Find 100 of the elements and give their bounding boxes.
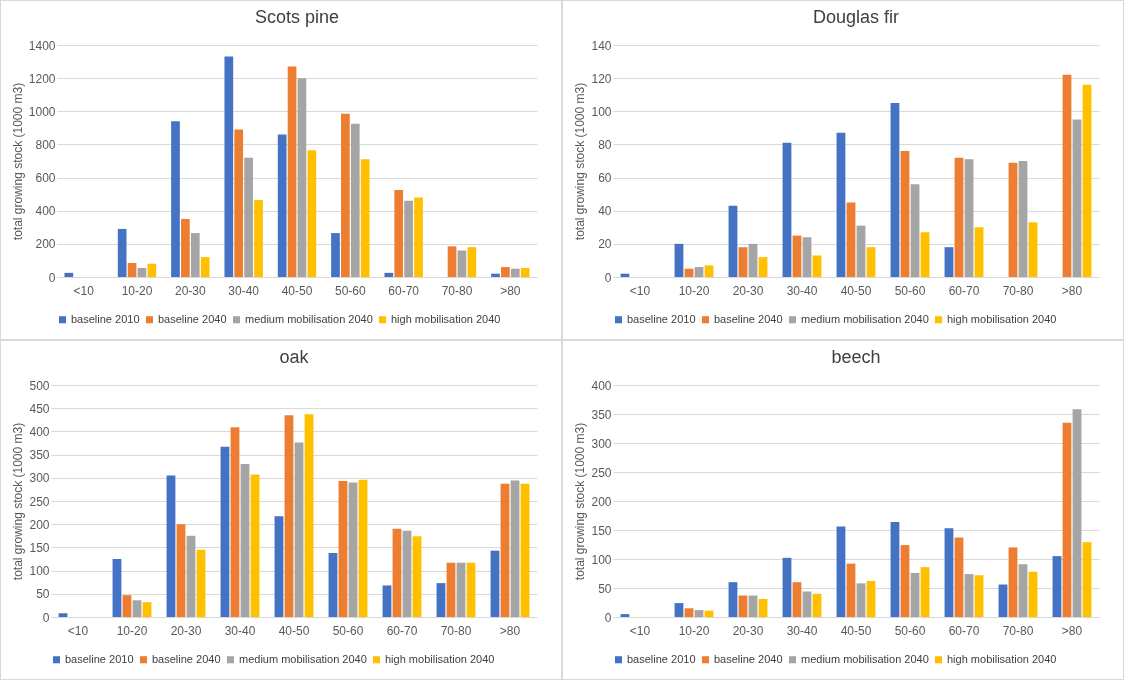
bar xyxy=(307,150,317,277)
x-tick-label: 10-20 xyxy=(121,283,153,298)
bar xyxy=(758,257,768,277)
legend-label: baseline 2040 xyxy=(152,652,221,665)
bar xyxy=(846,563,856,617)
bar xyxy=(456,562,466,617)
y-tick-label: 200 xyxy=(29,517,50,532)
bar xyxy=(240,463,250,617)
bar xyxy=(866,247,876,277)
x-tick-label: >80 xyxy=(499,623,521,638)
legend-label: baseline 2010 xyxy=(71,312,140,325)
bar xyxy=(122,595,132,617)
chart-title: beech xyxy=(831,347,881,367)
bar xyxy=(284,415,294,617)
x-tick-label: 30-40 xyxy=(228,283,260,298)
y-tick-label: 120 xyxy=(591,71,612,86)
y-tick-label: 0 xyxy=(42,610,50,625)
bar xyxy=(812,255,822,277)
bar xyxy=(176,524,186,617)
y-tick-label: 500 xyxy=(29,378,50,393)
bar xyxy=(297,78,307,277)
legend-label: medium mobilisation 2040 xyxy=(239,652,367,665)
chart-title: oak xyxy=(279,347,310,367)
bar xyxy=(127,262,137,277)
y-tick-label: 200 xyxy=(35,237,56,252)
bar xyxy=(920,232,930,277)
y-tick-label: 100 xyxy=(591,104,612,119)
x-tick-label: 50-60 xyxy=(894,623,926,638)
y-tick-label: 400 xyxy=(35,204,56,219)
bar xyxy=(846,202,856,277)
bar xyxy=(694,610,704,617)
bar xyxy=(856,225,866,277)
bar xyxy=(491,273,500,277)
bar xyxy=(812,593,822,617)
bar xyxy=(738,247,748,277)
bar xyxy=(137,267,147,277)
legend-label: baseline 2010 xyxy=(627,652,696,665)
y-tick-label: 800 xyxy=(35,137,56,152)
bar xyxy=(510,268,520,277)
bar xyxy=(358,479,368,617)
legend-label: medium mobilisation 2040 xyxy=(801,652,929,665)
x-tick-label: 50-60 xyxy=(332,623,364,638)
x-tick-label: 60-70 xyxy=(948,283,980,298)
bar xyxy=(490,550,500,617)
x-tick-label: 30-40 xyxy=(224,623,256,638)
bar xyxy=(674,603,684,617)
bar xyxy=(758,599,768,617)
bar xyxy=(944,247,954,277)
bar xyxy=(200,257,210,277)
bar xyxy=(974,227,984,277)
legend-label: high mobilisation 2040 xyxy=(947,652,1057,665)
bar xyxy=(954,537,964,617)
y-tick-label: 0 xyxy=(604,610,612,625)
bar xyxy=(147,263,157,277)
y-tick-label: 300 xyxy=(591,436,612,451)
x-tick-label: >80 xyxy=(1061,623,1083,638)
bar xyxy=(856,583,866,617)
legend-label: high mobilisation 2040 xyxy=(385,652,495,665)
legend-label: baseline 2010 xyxy=(627,312,696,325)
bar xyxy=(394,190,404,277)
bar xyxy=(1028,222,1038,277)
bar xyxy=(341,113,350,277)
bar xyxy=(382,585,392,617)
legend-label: high mobilisation 2040 xyxy=(947,312,1057,325)
bar xyxy=(802,237,812,277)
bar xyxy=(910,184,920,277)
bar xyxy=(1062,74,1072,277)
bar xyxy=(964,574,974,617)
bar xyxy=(944,528,954,617)
y-tick-label: 200 xyxy=(591,494,612,509)
bar xyxy=(510,480,520,617)
bar xyxy=(287,66,297,277)
bar xyxy=(132,600,142,617)
bar xyxy=(181,219,190,277)
bar xyxy=(900,151,910,277)
bar xyxy=(792,582,802,617)
bar xyxy=(190,233,200,277)
bar xyxy=(467,247,477,277)
y-tick-label: 350 xyxy=(29,448,50,463)
bar xyxy=(836,132,846,277)
bar xyxy=(684,608,694,617)
bar xyxy=(728,582,738,617)
bar xyxy=(112,559,122,617)
y-tick-label: 250 xyxy=(29,494,50,509)
bar xyxy=(244,157,253,277)
bar xyxy=(998,584,1008,617)
bar xyxy=(234,129,244,277)
bar xyxy=(954,157,964,277)
bar xyxy=(1008,547,1018,617)
bar xyxy=(1052,556,1062,617)
bar xyxy=(1072,409,1082,617)
bar xyxy=(186,535,196,617)
bar xyxy=(1082,84,1092,277)
bar xyxy=(782,557,792,617)
y-tick-label: 20 xyxy=(598,237,612,252)
x-tick-label: <10 xyxy=(67,623,89,638)
bar xyxy=(360,159,370,277)
x-tick-label: 60-70 xyxy=(386,623,418,638)
bar xyxy=(384,272,394,277)
bar xyxy=(414,197,423,277)
